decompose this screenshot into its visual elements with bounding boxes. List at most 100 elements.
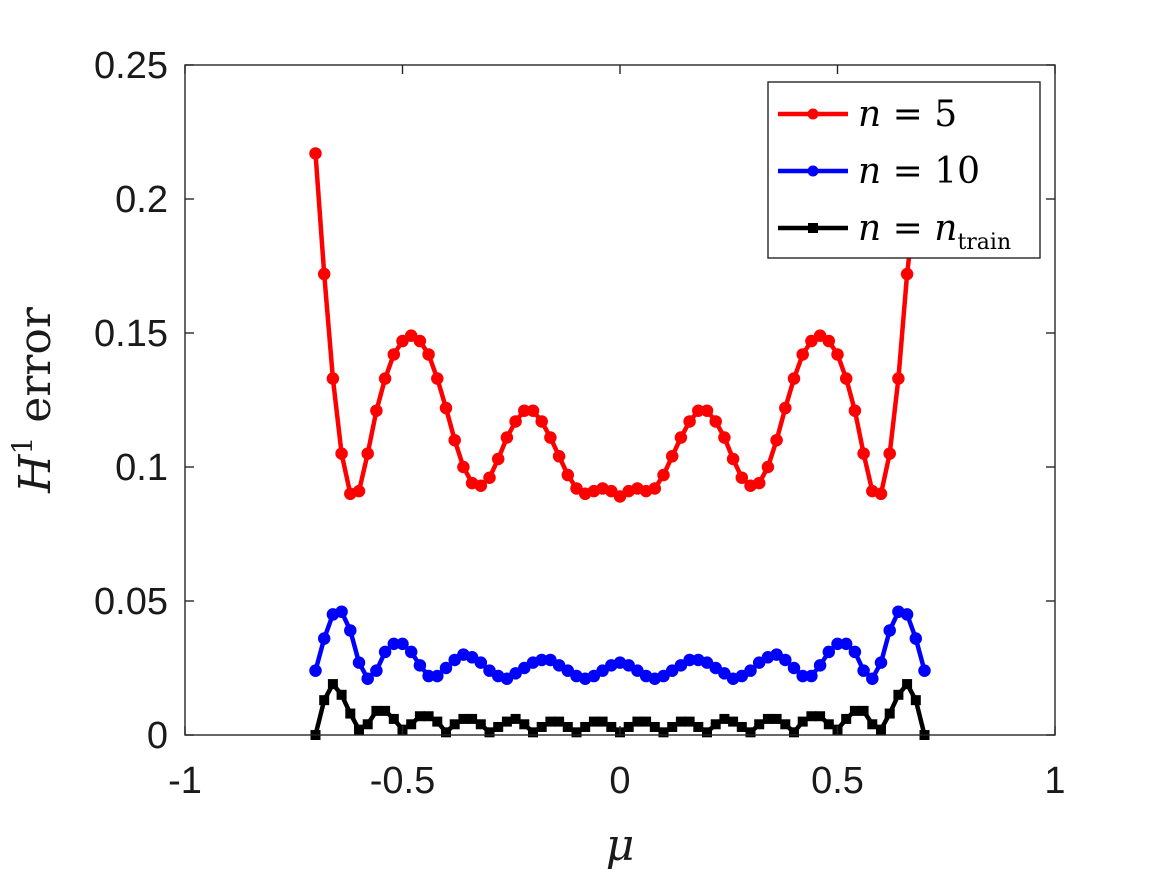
data-point [900, 267, 914, 281]
data-point [380, 705, 391, 716]
data-point [858, 705, 869, 716]
data-point [545, 716, 556, 727]
data-point [648, 482, 662, 495]
data-point [561, 468, 575, 482]
y-tick-label: 0.2 [115, 179, 168, 221]
data-point [414, 711, 425, 722]
y-tick-label: 0.1 [115, 447, 168, 489]
data-point [344, 624, 357, 637]
legend-value: 10 [934, 151, 980, 192]
legend-var: n [858, 208, 881, 249]
x-tick-label: 1 [1044, 760, 1065, 802]
data-point [396, 637, 409, 651]
data-point [580, 721, 591, 732]
data-point [335, 605, 348, 618]
data-point [641, 716, 652, 727]
data-point [519, 719, 530, 730]
data-point [597, 716, 608, 727]
data-point [684, 716, 695, 727]
data-point [449, 719, 460, 730]
legend: n = 5n = 10n = ntrain [767, 81, 1041, 259]
data-point [831, 348, 844, 361]
data-point [822, 645, 836, 659]
data-point [823, 719, 834, 730]
legend-marker [807, 108, 819, 120]
data-point [839, 372, 853, 385]
data-point [789, 727, 799, 738]
data-point [606, 721, 617, 732]
data-point [423, 711, 434, 722]
data-point [362, 719, 373, 730]
data-point [718, 431, 731, 444]
data-point [797, 716, 808, 727]
data-point [667, 721, 678, 732]
data-point [709, 415, 722, 428]
legend-label: n = ntrain [858, 208, 1011, 255]
data-point [431, 372, 444, 385]
data-point [467, 713, 478, 724]
data-point [319, 695, 330, 706]
data-point [309, 664, 322, 677]
data-point [554, 716, 565, 727]
data-point [361, 447, 374, 460]
data-point [562, 721, 573, 732]
data-point [474, 479, 488, 493]
data-point [876, 724, 886, 735]
data-point [309, 147, 322, 160]
data-point [657, 468, 670, 482]
data-point [623, 721, 634, 732]
data-point [649, 721, 660, 732]
legend-entry: n = 5 [778, 94, 957, 135]
data-point [475, 719, 486, 730]
data-point [874, 487, 888, 501]
data-point [900, 608, 914, 621]
series-layer [309, 147, 931, 740]
data-point [378, 372, 392, 385]
data-point [674, 431, 688, 444]
data-point [745, 727, 756, 738]
legend-value: n [934, 208, 957, 249]
data-point [632, 716, 643, 727]
y-axis-label-sup: 1 [6, 437, 39, 455]
data-point [787, 372, 801, 385]
data-point [849, 705, 860, 716]
data-point [683, 415, 696, 428]
data-point [388, 713, 399, 724]
data-point [370, 664, 383, 677]
data-point [588, 716, 599, 727]
data-point [735, 471, 749, 484]
data-point [822, 334, 836, 348]
data-point [728, 716, 739, 727]
data-point [491, 452, 505, 466]
data-point [883, 624, 896, 637]
data-point [509, 415, 522, 428]
data-point [336, 689, 347, 700]
data-point [493, 721, 504, 732]
data-point [317, 632, 331, 645]
data-point [458, 713, 469, 724]
data-point [796, 348, 809, 361]
x-tick-label: -1 [168, 760, 202, 802]
data-point [352, 656, 366, 669]
data-point [848, 645, 862, 659]
y-axis-label-base: H [10, 453, 61, 494]
legend-marker [807, 165, 819, 177]
series-2 [309, 605, 931, 685]
data-point [404, 645, 418, 659]
data-point [902, 679, 913, 690]
data-point [528, 727, 538, 738]
data-point [326, 372, 340, 385]
data-point [526, 404, 540, 417]
legend-var: n [858, 94, 881, 135]
data-point [413, 659, 427, 672]
data-point [439, 661, 453, 675]
data-point [893, 689, 904, 700]
data-point [457, 460, 470, 474]
data-point [736, 721, 747, 732]
data-point [693, 721, 704, 732]
data-point [806, 711, 817, 722]
data-point [536, 721, 547, 732]
x-tick-label: 0 [609, 760, 630, 802]
svg-text:H1 error: H1 error [6, 306, 61, 494]
